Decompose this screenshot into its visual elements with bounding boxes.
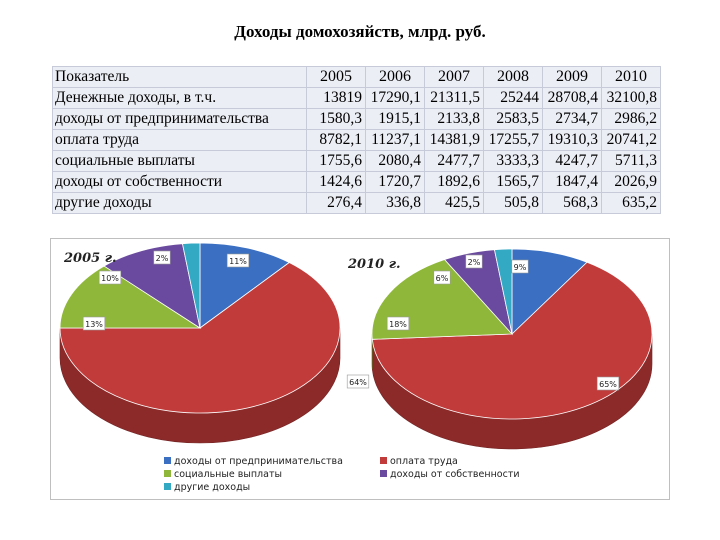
table-cell: 28708,4: [542, 87, 602, 109]
table-row: Денежные доходы, в т.ч. 13819 17290,1 21…: [52, 87, 661, 109]
table-cell: 425,5: [424, 192, 484, 214]
pie-slice: [59, 265, 202, 329]
pie-percent-label: 10%: [101, 274, 119, 283]
table-cell: 568,3: [542, 192, 602, 214]
table-cell: 635,2: [601, 192, 661, 214]
pie-label-box: [226, 253, 250, 268]
pie-label-box: [153, 250, 171, 265]
table-row: доходы от предпринимательства 1580,3 191…: [52, 108, 661, 130]
pie-slice: [511, 248, 588, 335]
header-cell: 2005: [306, 66, 366, 88]
legend-label: доходы от собственности: [390, 469, 520, 480]
pie-percent-label: 9%: [514, 263, 527, 272]
pie-slice: [59, 262, 341, 414]
table-cell: 21311,5: [424, 87, 484, 109]
pie-label-box: [346, 374, 370, 389]
table-cell: 1847,4: [542, 171, 602, 193]
table-cell: 276,4: [306, 192, 366, 214]
row-label: оплата труда: [52, 129, 307, 151]
pie-label-box: [596, 376, 620, 391]
table-cell: 336,8: [365, 192, 425, 214]
legend-swatch: [380, 470, 387, 477]
table-cell: 14381,9: [424, 129, 484, 151]
table-cell: 11237,1: [365, 129, 425, 151]
row-label: Денежные доходы, в т.ч.: [52, 87, 307, 109]
row-label: доходы от собственности: [52, 171, 307, 193]
row-label: социальные выплаты: [52, 150, 307, 172]
legend-swatch: [164, 457, 171, 464]
table-row: социальные выплаты 1755,6 2080,4 2477,7 …: [52, 150, 661, 172]
pie-percent-label: 13%: [85, 320, 103, 329]
row-label: доходы от предпринимательства: [52, 108, 307, 130]
table-cell: 1755,6: [306, 150, 366, 172]
pie-percent-label: 65%: [599, 380, 617, 389]
legend-label: другие доходы: [174, 482, 250, 493]
pie-label-box: [511, 259, 529, 274]
pie-slice: [371, 261, 653, 420]
table-cell: 3333,3: [483, 150, 543, 172]
table-cell: 2080,4: [365, 150, 425, 172]
pie-slice: [181, 242, 201, 329]
pie-percent-label: 6%: [436, 274, 449, 283]
pie-percent-label: 2%: [468, 258, 481, 267]
page-title: Доходы домохозяйств, млрд. руб.: [234, 22, 486, 41]
legend-label: доходы от предпринимательства: [174, 456, 343, 467]
pie-charts-figure: 11% 64% 13% 10% 2% 2005 г. 9% 65% 18% 6% 2% 2010 г.…: [50, 238, 670, 500]
table-header-row: Показатель 2005 2006 2007 2008 2009 2010: [52, 66, 661, 88]
pie-percent-label: 64%: [349, 378, 367, 387]
header-cell: Показатель: [52, 66, 307, 88]
table-cell: 505,8: [483, 192, 543, 214]
legend-swatch: [164, 470, 171, 477]
table-cell: 2986,2: [601, 108, 661, 130]
table-row: доходы от собственности 1424,6 1720,7 18…: [52, 171, 661, 193]
header-cell: 2009: [542, 66, 602, 88]
table-cell: 2583,5: [483, 108, 543, 130]
table-cell: 1424,6: [306, 171, 366, 193]
pie-title: 2005 г.: [63, 251, 117, 266]
table-cell: 25244: [483, 87, 543, 109]
table-cell: 2026,9: [601, 171, 661, 193]
table-cell: 1565,7: [483, 171, 543, 193]
header-cell: 2010: [601, 66, 661, 88]
table-cell: 19310,3: [542, 129, 602, 151]
table-cell: 20741,2: [601, 129, 661, 151]
table-cell: 13819: [306, 87, 366, 109]
pie-label-box: [98, 270, 122, 285]
legend-label: социальные выплаты: [174, 469, 282, 480]
pie-label-box: [465, 254, 483, 269]
legend-swatch: [380, 457, 387, 464]
header-cell: 2008: [483, 66, 543, 88]
table-row: другие доходы 276,4 336,8 425,5 505,8 56…: [52, 192, 661, 214]
pie-label-box: [433, 270, 451, 285]
pie-label-box: [82, 316, 106, 331]
pie-label-box: [386, 316, 410, 331]
table-cell: 17290,1: [365, 87, 425, 109]
table-cell: 1915,1: [365, 108, 425, 130]
pie-slice: [493, 248, 513, 335]
pie-slice: [199, 242, 291, 329]
row-label: другие доходы: [52, 192, 307, 214]
pie-title: 2010 г.: [347, 257, 401, 272]
table-cell: 1892,6: [424, 171, 484, 193]
table-cell: 32100,8: [601, 87, 661, 109]
table-cell: 4247,7: [542, 150, 602, 172]
table-cell: 1580,3: [306, 108, 366, 130]
table-cell: 17255,7: [483, 129, 543, 151]
header-cell: 2007: [424, 66, 484, 88]
table-cell: 5711,3: [601, 150, 661, 172]
pie-percent-label: 11%: [229, 257, 247, 266]
legend-swatch: [164, 483, 171, 490]
pie-slice: [103, 243, 201, 329]
table-cell: 2477,7: [424, 150, 484, 172]
legend-label: оплата труда: [390, 456, 458, 467]
table-cell: 8782,1: [306, 129, 366, 151]
pie-percent-label: 2%: [156, 254, 169, 263]
table-cell: 2133,8: [424, 108, 484, 130]
table-cell: 2734,7: [542, 108, 602, 130]
income-table: Показатель 2005 2006 2007 2008 2009 2010…: [52, 66, 661, 214]
header-cell: 2006: [365, 66, 425, 88]
pie-percent-label: 18%: [389, 320, 407, 329]
table-cell: 1720,7: [365, 171, 425, 193]
table-row: оплата труда 8782,1 11237,1 14381,9 1725…: [52, 129, 661, 151]
